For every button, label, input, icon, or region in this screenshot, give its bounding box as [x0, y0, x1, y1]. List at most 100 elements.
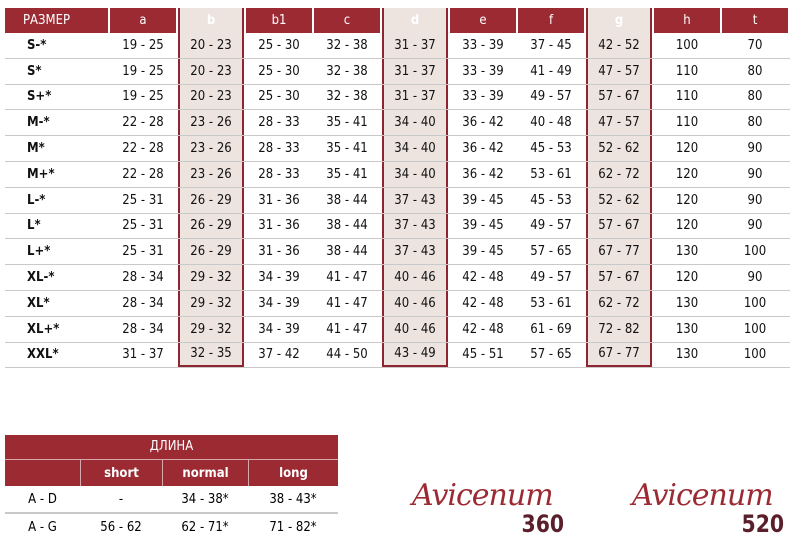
table-row: S* 19 - 25 20 - 23 25 - 30 32 - 38 31 - 37 33 …: [5, 58, 790, 85]
column-header: [5, 460, 80, 486]
table-cell: 34 - 40: [382, 110, 448, 136]
table-cell: 34 - 40: [382, 136, 448, 161]
table-cell: 38 - 44: [326, 218, 368, 234]
table-cell: 90: [747, 166, 763, 182]
table-cell: 44 - 50: [326, 347, 368, 363]
table-cell: 37 - 43: [382, 187, 448, 213]
table-cell: 57 - 67: [586, 213, 652, 239]
table-cell: -: [118, 491, 124, 507]
table-row: L+* 25 - 31 26 - 29 31 - 36 38 - 44 37 - 43 39…: [5, 239, 790, 266]
column-header: h: [654, 8, 720, 33]
table-cell: 67 - 77: [586, 239, 652, 265]
logo-number: 360: [521, 510, 564, 538]
table-cell: 34 - 38*: [181, 491, 229, 507]
table-cell: 130: [675, 347, 699, 363]
table-cell: 25 - 31: [122, 218, 164, 234]
size-label: S+*: [27, 89, 52, 105]
table-cell: 28 - 34: [122, 295, 164, 311]
size-table: РАЗМЕР a b b1 c d e f g h t S-* 19 - 25 20 - 23 25 - 3…: [5, 8, 790, 369]
table-cell: 110: [675, 63, 699, 79]
length-table: ДЛИНА short normal long A - D - 34 - 38* 38 - …: [5, 435, 338, 540]
table-cell: 100: [675, 37, 699, 53]
table-cell: 39 - 45: [462, 192, 504, 208]
table-row: M+* 22 - 28 23 - 26 28 - 33 35 - 41 34 - 40 36…: [5, 161, 790, 188]
table-cell: 32 - 38: [326, 37, 368, 53]
table-cell: 130: [675, 321, 699, 337]
table-cell: 45 - 51: [462, 347, 504, 363]
table-cell: 45 - 53: [530, 192, 572, 208]
column-header: normal: [162, 460, 248, 486]
table-cell: 120: [675, 270, 699, 286]
table-cell: 23 - 26: [178, 110, 244, 136]
table-cell: 34 - 39: [258, 321, 300, 337]
table-cell: 40 - 46: [382, 265, 448, 290]
size-label: S-*: [27, 37, 47, 53]
table-cell: 37 - 42: [258, 347, 300, 363]
table-cell: 34 - 39: [258, 295, 300, 311]
size-label: M*: [27, 141, 45, 157]
table-row: A - D - 34 - 38* 38 - 43*: [5, 486, 338, 514]
table-cell: 52 - 62: [586, 187, 652, 213]
table-cell: 38 - 44: [326, 244, 368, 260]
table-cell: 22 - 28: [122, 166, 164, 182]
table-cell: 45 - 53: [530, 141, 572, 157]
table-cell: 28 - 33: [258, 141, 300, 157]
table-cell: 62 - 72: [586, 290, 652, 316]
size-label: M+*: [27, 166, 55, 182]
table-row: S+* 19 - 25 20 - 23 25 - 30 32 - 38 31 - 37 33…: [5, 84, 790, 111]
table-cell: 57 - 67: [586, 265, 652, 290]
table-cell: 42 - 52: [586, 33, 652, 58]
table-cell: 25 - 30: [258, 37, 300, 53]
table-cell: 49 - 57: [530, 89, 572, 105]
table-cell: 57 - 65: [530, 347, 572, 363]
table-cell: 31 - 37: [382, 58, 448, 84]
table-cell: 52 - 62: [586, 136, 652, 161]
table-cell: 31 - 37: [122, 347, 164, 363]
table-cell: 29 - 32: [178, 265, 244, 290]
column-header: c: [314, 8, 380, 33]
table-cell: 23 - 26: [178, 161, 244, 187]
table-cell: 90: [747, 141, 763, 157]
table-cell: 37 - 43: [382, 239, 448, 265]
table-cell: 62 - 71*: [181, 519, 229, 535]
logo-avicenum-520: Avicenum 520: [632, 478, 792, 544]
table-row: S-* 19 - 25 20 - 23 25 - 30 32 - 38 31 - 37 33…: [5, 33, 790, 59]
table-cell: 19 - 25: [122, 89, 164, 105]
table-cell: 22 - 28: [122, 141, 164, 157]
column-header: d: [382, 8, 448, 33]
table-cell: 35 - 41: [326, 141, 368, 157]
table-cell: 31 - 37: [382, 84, 448, 110]
table-cell: 61 - 69: [530, 321, 572, 337]
table-cell: 110: [675, 89, 699, 105]
table-cell: 67 - 77: [586, 342, 652, 368]
table-cell: 29 - 32: [178, 316, 244, 342]
table-cell: 33 - 39: [462, 63, 504, 79]
table-cell: 36 - 42: [462, 141, 504, 157]
table-cell: 49 - 57: [530, 270, 572, 286]
table-cell: 31 - 36: [258, 192, 300, 208]
size-label: XL+*: [27, 321, 60, 337]
table-cell: 100: [743, 295, 767, 311]
table-cell: 38 - 43*: [269, 491, 317, 507]
table-cell: 37 - 45: [530, 37, 572, 53]
table-cell: 90: [747, 270, 763, 286]
table-cell: 29 - 32: [178, 290, 244, 316]
table-cell: 42 - 48: [462, 321, 504, 337]
size-label: XL-*: [27, 270, 55, 286]
table-cell: 90: [747, 218, 763, 234]
table-cell: 36 - 42: [462, 115, 504, 131]
column-header: a: [110, 8, 176, 33]
table-cell: 26 - 29: [178, 213, 244, 239]
size-label: XXL*: [27, 347, 59, 363]
table-cell: 120: [675, 218, 699, 234]
table-cell: 56 - 62: [100, 519, 142, 535]
table-row: A - G 56 - 62 62 - 71* 71 - 82*: [5, 514, 338, 540]
table-cell: 20 - 23: [178, 33, 244, 58]
table-cell: 120: [675, 166, 699, 182]
table-cell: 32 - 38: [326, 89, 368, 105]
logo-script: Avicenum: [412, 478, 554, 513]
table-cell: 23 - 26: [178, 136, 244, 161]
table-cell: 80: [747, 63, 763, 79]
table-cell: 53 - 61: [530, 166, 572, 182]
table-cell: 32 - 35: [178, 342, 244, 368]
